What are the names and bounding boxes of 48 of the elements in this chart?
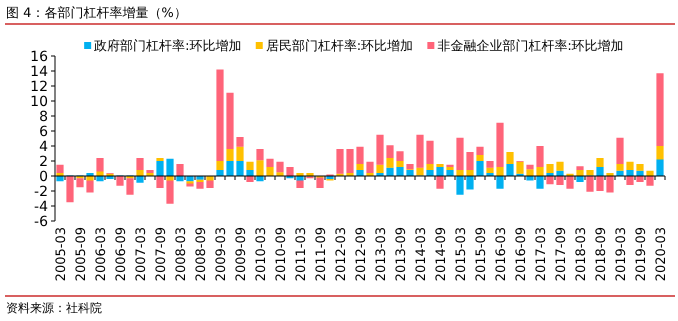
x-tick-label: 2006-09 bbox=[114, 227, 129, 282]
x-tick-label: 2016-09 bbox=[514, 227, 529, 282]
y-tick-label: 16 bbox=[30, 49, 48, 65]
x-tick-label: 2016-03 bbox=[494, 227, 509, 282]
text: 资料来源：社科院 bbox=[6, 301, 102, 315]
x-tick-label: 2005-03 bbox=[54, 227, 69, 282]
x-tick-label: 2012-03 bbox=[334, 227, 349, 282]
x-tick-label: 2006-03 bbox=[94, 227, 109, 282]
x-tick-label: 2013-09 bbox=[394, 227, 409, 282]
x-tick-label: 2013-03 bbox=[374, 227, 389, 282]
x-tick-label: 2011-03 bbox=[294, 227, 309, 282]
x-tick-label: 2008-03 bbox=[174, 227, 189, 282]
x-tick-label: 2020-03 bbox=[654, 227, 669, 282]
y-tick-label: 10 bbox=[30, 94, 48, 110]
y-tick-label: 2 bbox=[39, 154, 48, 170]
x-tick-label: 2014-09 bbox=[434, 227, 449, 282]
x-tick-label: 2018-03 bbox=[574, 227, 589, 282]
y-tick-label: 4 bbox=[39, 139, 48, 155]
y-tick-label: 12 bbox=[30, 79, 48, 95]
x-tick-label: 2011-09 bbox=[314, 227, 329, 282]
x-tick-label: 2007-09 bbox=[154, 227, 169, 282]
y-tick-label: 14 bbox=[30, 64, 48, 80]
y-tick-label: -4 bbox=[34, 199, 48, 215]
y-tick-label: -6 bbox=[34, 214, 48, 230]
x-tick-label: 2008-09 bbox=[194, 227, 209, 282]
x-tick-label: 2010-03 bbox=[254, 227, 269, 282]
x-tick-label: 2012-09 bbox=[354, 227, 369, 282]
x-tick-label: 2005-09 bbox=[74, 227, 89, 282]
chart-title: 图 4：各部门杠杆率增量（%） bbox=[6, 5, 187, 21]
x-tick-label: 2018-09 bbox=[594, 227, 609, 282]
legend-label: 居民部门杠杆率:环比增加 bbox=[266, 38, 414, 54]
x-tick-label: 2015-09 bbox=[474, 227, 489, 282]
x-tick-label: 2019-09 bbox=[634, 227, 649, 282]
y-tick-label: 0 bbox=[39, 169, 48, 185]
x-tick-label: 2009-03 bbox=[214, 227, 229, 282]
x-tick-label: 2014-03 bbox=[414, 227, 429, 282]
x-tick-label: 2009-09 bbox=[234, 227, 249, 282]
x-tick-label: 2015-03 bbox=[454, 227, 469, 282]
y-tick-label: 8 bbox=[39, 109, 48, 125]
x-tick-label: 2007-03 bbox=[134, 227, 149, 282]
y-tick-label: 6 bbox=[39, 124, 48, 140]
x-tick-label: 2019-03 bbox=[614, 227, 629, 282]
x-tick-label: 2017-03 bbox=[534, 227, 549, 282]
legend-label: 政府部门杠杆率:环比增加 bbox=[94, 38, 242, 54]
legend-label: 非金融企业部门杠杆率:环比增加 bbox=[437, 38, 624, 54]
x-tick-label: 2010-09 bbox=[274, 227, 289, 282]
x-tick-label: 2017-09 bbox=[554, 227, 569, 282]
y-tick-label: -2 bbox=[34, 184, 48, 200]
